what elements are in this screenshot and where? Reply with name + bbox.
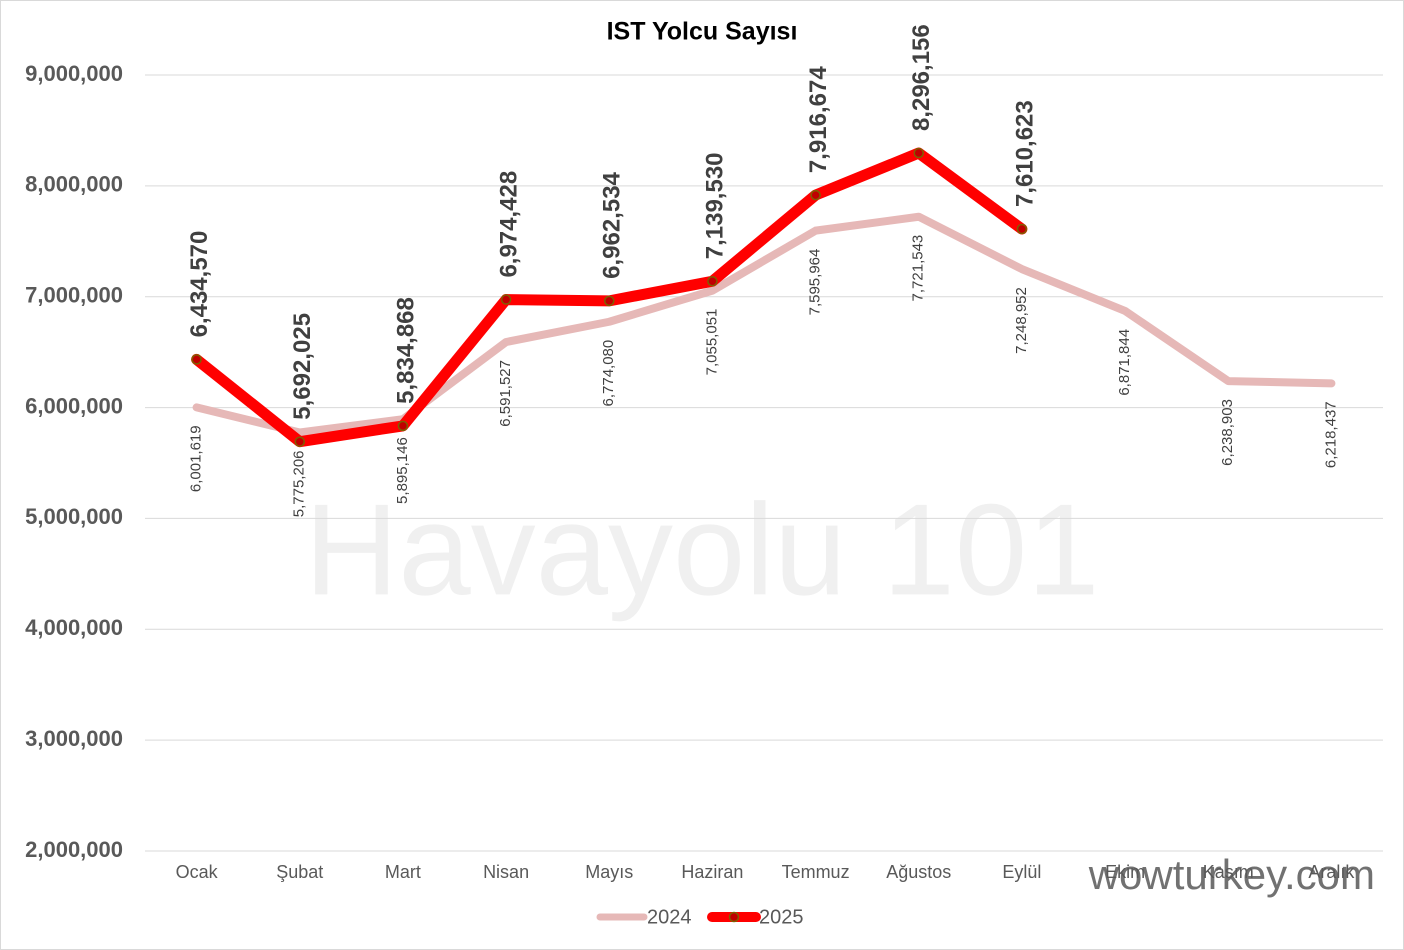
y-tick-label: 8,000,000 [25, 172, 123, 197]
x-tick-label: Eylül [1002, 862, 1041, 882]
watermark: Havayolu 101 [305, 476, 1100, 622]
legend-label: 2024 [647, 906, 692, 928]
data-label: 6,434,570 [186, 231, 213, 338]
point-marker [294, 436, 305, 447]
x-tick-label: Ocak [176, 862, 219, 882]
y-tick-label: 7,000,000 [25, 283, 123, 308]
y-tick-label: 6,000,000 [25, 393, 123, 418]
x-tick-label: Aralık [1308, 862, 1355, 882]
y-tick-label: 5,000,000 [25, 504, 123, 529]
point-marker [707, 275, 718, 287]
data-label: 5,895,146 [394, 437, 411, 504]
data-label: 6,591,527 [497, 360, 514, 427]
data-label: 6,871,844 [1116, 329, 1133, 396]
x-tick-label: Kasım [1203, 862, 1254, 882]
data-label: 7,595,964 [807, 249, 824, 316]
watermark: wowturkey.com [1088, 851, 1375, 898]
point-marker [604, 295, 615, 307]
x-tick-label: Haziran [681, 862, 743, 882]
data-label: 6,218,437 [1322, 401, 1339, 468]
y-tick-label: 9,000,000 [25, 61, 123, 86]
legend-marker [728, 911, 740, 923]
data-label: 6,974,428 [495, 171, 522, 278]
point-marker [397, 420, 409, 432]
point-marker [913, 147, 924, 159]
data-label: 7,055,051 [703, 309, 720, 376]
series-line [192, 212, 1336, 437]
legend-label: 2025 [759, 906, 804, 928]
x-tick-label: Ağustos [886, 862, 951, 882]
y-tick-label: 4,000,000 [25, 615, 123, 640]
x-tick-label: Ekim [1105, 862, 1145, 882]
point-marker [1016, 223, 1028, 235]
point-marker [500, 294, 512, 305]
data-label: 8,296,156 [908, 24, 935, 131]
y-tick-label: 2,000,000 [25, 837, 123, 862]
x-tick-label: Şubat [276, 862, 323, 882]
point-marker [191, 354, 202, 365]
data-label: 5,692,025 [289, 313, 316, 420]
data-label: 6,001,619 [188, 425, 205, 492]
point-marker [810, 189, 821, 201]
data-label: 7,610,623 [1011, 100, 1038, 207]
x-tick-label: Nisan [483, 862, 529, 882]
y-tick-label: 3,000,000 [25, 726, 123, 751]
data-label: 6,238,903 [1219, 399, 1236, 466]
data-label: 6,774,080 [600, 340, 617, 407]
data-label: 7,139,530 [702, 152, 729, 259]
x-tick-label: Mayıs [585, 862, 633, 882]
x-tick-label: Temmuz [782, 862, 850, 882]
data-label: 5,775,206 [291, 450, 308, 517]
chart-title: IST Yolcu Sayısı [607, 18, 798, 46]
x-tick-label: Mart [385, 862, 421, 882]
data-label: 7,248,952 [1013, 287, 1030, 354]
data-label: 7,721,543 [910, 235, 927, 302]
data-label: 7,916,674 [805, 66, 832, 173]
data-label: 6,962,534 [599, 171, 626, 278]
data-label: 5,834,868 [392, 297, 419, 404]
